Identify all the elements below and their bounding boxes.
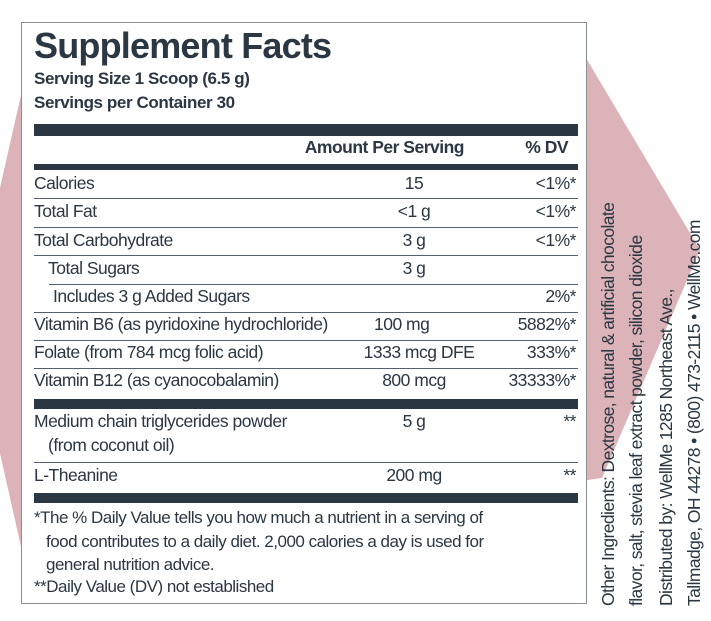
row-divider [34,227,578,228]
ingredient-name: Medium chain triglycerides powder [34,411,287,431]
table-row: Vitamin B6 (as pyridoxine hydrochloride)… [34,314,578,338]
footnote: *The % Daily Value tells you how much a … [34,508,483,527]
nutrient-name: Folate (from 784 mcg folic acid) [34,342,264,362]
header-row: Amount Per Serving % DV [34,137,578,161]
nutrient-name: Vitamin B6 (as pyridoxine hydrochloride) [34,314,328,334]
nutrient-dv: 333%* [526,342,577,362]
nutrient-amount: <1 g [397,201,431,221]
side-text: Other Ingredients: Dextrose, natural & a… [594,16,709,606]
divider-thick [34,493,578,503]
nutrient-name: Calories [34,173,95,193]
amount-header: Amount Per Serving [304,137,465,157]
nutrient-amount: 3 g [402,258,426,278]
table-row-continuation: (from coconut oil) [34,435,578,459]
ingredient-source: (from coconut oil) [48,435,175,455]
ingredient-dv: ** [563,465,576,485]
table-row: Medium chain triglycerides powder 5 g ** [34,411,578,435]
other-ingredients-line: Other Ingredients: Dextrose, natural & a… [598,202,618,606]
ingredient-amount: 5 g [402,411,426,431]
nutrient-name: Total Carbohydrate [34,230,173,250]
table-row: Total Carbohydrate 3 g <1%* [34,230,578,254]
nutrient-name: Vitamin B12 (as cyanocobalamin) [34,370,279,390]
nutrient-dv: 5882%* [517,314,577,334]
row-divider [34,255,578,256]
row-divider [34,368,578,369]
nutrient-amount: 1333 mcg DFE [363,342,475,362]
dv-header: % DV [525,137,568,157]
table-row: Calories 15 <1%* [34,173,578,197]
ingredient-amount: 200 mg [386,465,442,485]
nutrient-dv: 2%* [545,286,576,306]
nutrient-amount: 800 mcg [382,370,446,390]
servings-per-container: Servings per Container 30 [34,93,235,112]
other-ingredients-line: flavor, salt, stevia leaf extract powder… [626,235,646,606]
nutrient-dv: <1%* [535,201,577,221]
row-divider [49,284,578,285]
divider-thick [34,124,578,136]
nutrient-amount: 100 mg [374,314,430,334]
supplement-facts-panel: Supplement Facts Serving Size 1 Scoop (6… [21,22,587,604]
nutrient-name: Total Sugars [48,258,140,278]
footnote: **Daily Value (DV) not established [34,577,274,596]
row-divider [34,340,578,341]
row-divider [34,312,578,313]
row-divider [34,198,578,199]
row-divider [34,462,578,463]
footnote: food contributes to a daily diet. 2,000 … [46,532,484,551]
table-row: Total Sugars 3 g [34,258,578,282]
serving-size: Serving Size 1 Scoop (6.5 g) [34,69,250,88]
nutrient-name: Total Fat [34,201,97,221]
table-row: Vitamin B12 (as cyanocobalamin) 800 mcg 33… [34,370,578,394]
nutrient-dv: <1%* [535,230,577,250]
table-row: Total Fat <1 g <1%* [34,201,578,225]
nutrient-amount: 15 [404,173,424,193]
nutrient-amount: 3 g [402,230,426,250]
panel-title: Supplement Facts [34,25,332,66]
distributor-line: Distributed by: WellMe 1285 Northeast Av… [656,289,676,606]
nutrient-dv: 33333%* [508,370,576,390]
table-row: L-Theanine 200 mg ** [34,465,578,489]
divider-medium [34,164,578,170]
nutrient-name: Includes 3 g Added Sugars [53,286,250,306]
ingredient-dv: ** [563,411,576,431]
table-row: Includes 3 g Added Sugars 2%* [34,286,578,310]
ingredient-name: L-Theanine [34,465,118,485]
nutrient-dv: <1%* [535,173,577,193]
footnote: general nutrition advice. [46,555,215,574]
divider-thick [34,399,578,409]
distributor-line: Tallmadge, OH 44278 • (800) 473-2115 • W… [684,220,704,606]
table-row: Folate (from 784 mcg folic acid) 1333 mcg… [34,342,578,366]
